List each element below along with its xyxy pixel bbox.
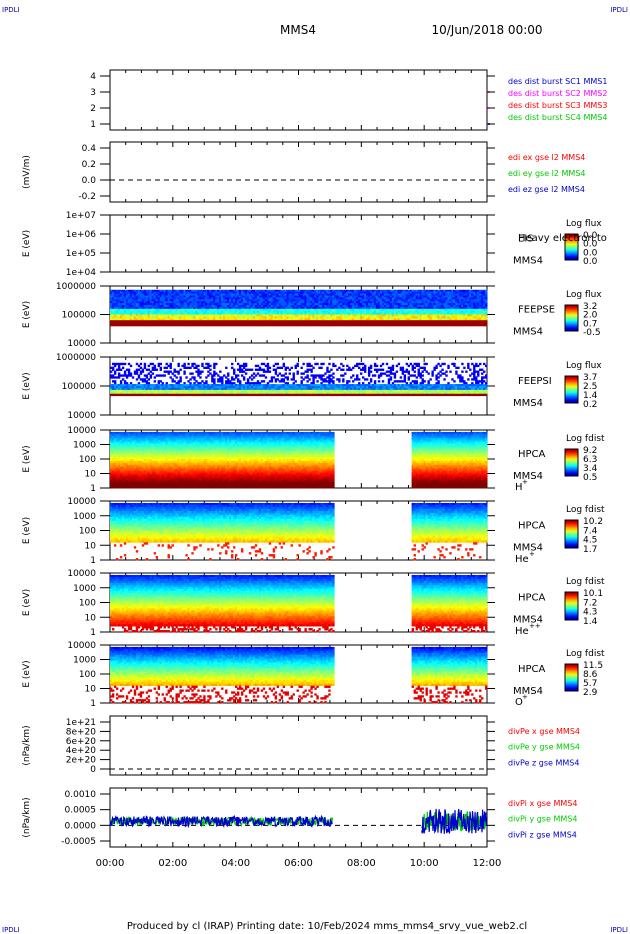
spectrogram-cell [187, 363, 189, 365]
spectrogram-cell [199, 376, 201, 378]
spectrogram-cell [130, 365, 132, 367]
spectrogram-cell [485, 324, 487, 326]
spectrogram-cell [175, 376, 177, 378]
spectrogram-cell [191, 372, 193, 374]
colorbar [565, 376, 578, 403]
spectrogram-cell [154, 380, 156, 382]
y-axis-label: E (eV) [22, 301, 32, 328]
legend-burst-2: des dist burst SC3 MMS3 [508, 101, 607, 110]
y-tick-label: -0.2 [78, 192, 96, 202]
spectrogram-cell [177, 365, 179, 367]
header-date: 10/Jun/2018 00:00 [431, 23, 542, 37]
panel-feepsi: E (eV)100000010000010000Log flux3.72.51.… [22, 353, 602, 421]
colorbar-value: 0.2 [583, 400, 597, 410]
spectrogram-cell [177, 372, 179, 374]
y-tick-label: 2 [90, 104, 96, 114]
corner-label-bottom-right: IPDLI [610, 926, 628, 934]
legend-edi-2: edi ez gse l2 MMS4 [508, 185, 585, 194]
y-axis-label: (mV/m) [22, 155, 32, 189]
legend-edi-1: edi ey gse l2 MMS4 [508, 169, 586, 178]
spectrogram-cell [201, 371, 203, 373]
spectrogram-cell [142, 371, 144, 373]
legend-burst-1: des dist burst SC2 MMS2 [508, 89, 607, 98]
spectrogram-cell [156, 369, 158, 371]
spectrogram-cell [160, 369, 162, 371]
panel-frame [110, 142, 487, 202]
spectrogram-cell [122, 367, 124, 369]
y-tick-label: 1e+04 [66, 268, 97, 278]
burst-marker [488, 91, 490, 93]
footer-text: Produced by cl (IRAP) Printing date: 10/… [127, 921, 527, 932]
instrument-name: FEEPSE [518, 305, 555, 316]
y-tick-label: 1e+05 [66, 249, 96, 259]
y-tick-label: 10000 [67, 411, 96, 421]
spectrogram-cell [179, 369, 181, 371]
spectrogram-cell [152, 372, 154, 374]
y-tick-label: 1e+07 [66, 211, 96, 221]
y-tick-label: 1000000 [56, 353, 96, 363]
colorbar-value: 0.0 [583, 257, 598, 267]
instrument-sc: MMS4 [513, 327, 543, 338]
spectrogram-cell [185, 376, 187, 378]
spectrogram-cell [179, 380, 181, 382]
header-spacecraft: MMS4 [280, 23, 316, 37]
colorbar-value: -0.5 [583, 328, 601, 338]
spectrogram-cell [114, 372, 116, 374]
panel-frame [110, 215, 487, 272]
y-axis-label: E (eV) [22, 372, 32, 399]
spectrogram-cell [183, 372, 185, 374]
spectrogram-cell [132, 376, 134, 378]
y-tick-label: 100000 [62, 311, 97, 321]
y-tick-label: 3 [90, 88, 96, 98]
y-tick-label: 0.4 [82, 144, 97, 154]
spectrogram-cell [225, 367, 227, 369]
y-tick-label: 1000000 [56, 282, 96, 292]
legend-edi-0: edi ex gse l2 MMS4 [508, 153, 585, 162]
y-tick-label: 10000 [67, 339, 96, 349]
instrument-name: FEEPSI [518, 376, 552, 387]
instrument-sc: MMS4 [513, 256, 543, 267]
spectrogram-cell [215, 363, 217, 365]
y-tick-label: 1e+06 [66, 230, 97, 240]
eis-overlay-text: Heavy electron to [518, 233, 607, 244]
spectrogram-cell [124, 363, 126, 365]
colorbar [565, 305, 578, 331]
spectrogram-cell [219, 371, 221, 373]
spectrogram-cell [170, 367, 172, 369]
y-tick-label: 4 [90, 72, 96, 82]
spectrogram-cell [150, 376, 152, 378]
spectrogram-cell [227, 374, 229, 376]
colorbar-title: Log flux [566, 361, 602, 371]
colorbar-title: Log flux [566, 219, 602, 229]
spectrogram-cell [164, 374, 166, 376]
corner-label-bottom-left: IPDLI [2, 926, 20, 934]
legend-burst-3: des dist burst SC4 MMS4 [508, 113, 607, 122]
instrument-sc: MMS4 [513, 398, 543, 409]
panel-frame [110, 70, 487, 130]
spectrogram-cell [213, 367, 215, 369]
spectrogram-cell [209, 365, 211, 367]
y-axis-label: E (eV) [22, 230, 32, 257]
corner-label-top-left: IPDLI [2, 6, 20, 14]
panel-burst: 4 3 2 1 des dist burst SC1 MMS1 des dist burs… [90, 70, 607, 130]
burst-marker [488, 107, 490, 109]
y-tick-label: 0.0 [82, 176, 97, 186]
spectrogram-cell [209, 369, 211, 371]
panel-edi: (mV/m) 0.4 0.2 0.0 -0.2 edi ex gse l2 MMS4 edi… [22, 142, 586, 202]
legend-burst-0: des dist burst SC1 MMS1 [508, 77, 607, 86]
mms4-summary-plot: IPDLI IPDLI IPDLI IPDLI MMS4 10/Jun/2018 00:0… [0, 0, 630, 934]
spectrogram-cell [197, 365, 199, 367]
y-tick-label: 100000 [62, 382, 97, 392]
colorbar-title: Log flux [566, 290, 602, 300]
spectrogram-cell [140, 363, 142, 365]
spectrogram-cell [160, 363, 162, 365]
burst-marker [488, 123, 490, 125]
y-tick-label: 1 [90, 120, 96, 130]
corner-label-top-right: IPDLI [610, 6, 628, 14]
y-tick-label: 0.2 [82, 160, 96, 170]
